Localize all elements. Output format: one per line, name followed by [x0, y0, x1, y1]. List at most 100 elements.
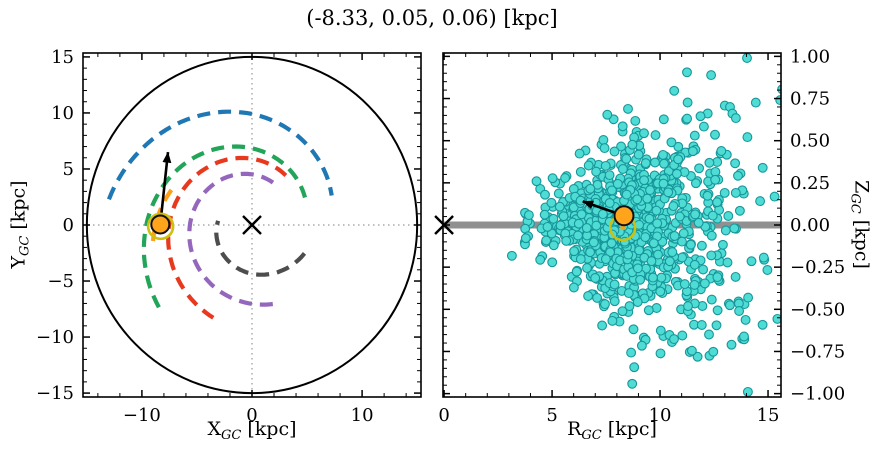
scatter-point [621, 189, 632, 200]
velocity-arrow [158, 151, 172, 225]
scatter-point [548, 213, 559, 224]
scatter-point [542, 221, 553, 232]
scatter-point [673, 141, 684, 152]
scatter-point [630, 115, 641, 126]
scatter-point [560, 173, 571, 183]
scatter-point [712, 197, 723, 208]
scatter-point [632, 297, 643, 307]
left-panel [83, 53, 421, 397]
scatter-point [730, 158, 741, 169]
scatter-point [651, 205, 662, 216]
y-tick-label: −15 [36, 383, 74, 404]
scatter-point [655, 286, 666, 297]
x-tick-label: 15 [757, 405, 780, 426]
scatter-point [523, 210, 534, 221]
scatter-point [693, 217, 704, 228]
scatter-point [704, 329, 714, 340]
scatter-point [669, 231, 680, 241]
scatter-point [698, 264, 709, 275]
scatter-point [686, 345, 697, 356]
right-xaxis-label-prefix: R [567, 418, 582, 440]
scatter-point [581, 223, 592, 233]
scatter-point [689, 130, 700, 141]
scatter-point [633, 149, 644, 160]
scatter-point [655, 325, 666, 336]
scatter-point [742, 53, 752, 63]
scatter-point [547, 173, 558, 184]
scatter-point [734, 205, 745, 216]
left-xaxis-label-suffix: [kpc] [241, 418, 297, 440]
scatter-point [606, 238, 617, 249]
scatter-point [729, 223, 740, 234]
scatter-point [702, 190, 713, 201]
scatter-point [600, 160, 611, 171]
scatter-point [743, 292, 754, 303]
scatter-point [706, 70, 717, 81]
scatter-point [685, 239, 696, 250]
scatter-point [666, 137, 677, 148]
scatter-point [590, 273, 601, 283]
scatter-point [750, 97, 761, 108]
scatter-point [571, 266, 582, 277]
scatter-point [585, 183, 596, 194]
scatter-point [694, 163, 705, 174]
y-tick-label: 0.25 [790, 173, 830, 194]
scatter-point [646, 256, 657, 267]
scatter-point [695, 111, 706, 122]
scatter-point [632, 194, 643, 205]
y-tick-label: −1.00 [790, 384, 845, 405]
scatter-point [640, 232, 651, 243]
scatter-point [650, 157, 660, 168]
axes-frames: −10 0 10 15 10 5 0 −5 −10 −15 0 5 10 15 1.00 0.75 0.50 0.… [36, 46, 845, 426]
scatter-point [591, 166, 602, 177]
scatter-point [554, 201, 565, 212]
scatter-point [609, 279, 620, 290]
scatter-point [682, 113, 693, 124]
y-tick-label: 0 [63, 215, 74, 236]
sagittarius-carina-arm [166, 155, 292, 320]
right-axes: 0 5 10 15 1.00 0.75 0.50 0.25 0.00 −0.25 −0.50 −0.7… [438, 46, 845, 426]
scatter-point [535, 254, 546, 265]
scatter-point [591, 220, 602, 231]
scatter-point [722, 257, 733, 268]
scatter-point [575, 254, 586, 265]
perseus-arm [141, 144, 308, 309]
scatter-point [655, 348, 666, 359]
scatter-point [604, 170, 615, 181]
scatter-point [663, 187, 674, 198]
scatter-point [687, 146, 698, 157]
scatter-point [734, 306, 745, 316]
outer-arm [106, 109, 334, 201]
scatter-point [648, 272, 658, 283]
scatter-point [597, 320, 608, 331]
scatter-point [673, 154, 684, 165]
scatter-point [653, 249, 663, 260]
scatter-point [699, 278, 710, 289]
scatter-point [541, 235, 552, 246]
scatter-point [667, 247, 678, 258]
scatter-point [658, 178, 669, 189]
scatter-point [757, 319, 768, 330]
scatter-point [635, 274, 646, 285]
x-tick-label: 5 [546, 405, 557, 426]
scatter-point [585, 247, 596, 258]
x-tick-label: 0 [246, 405, 257, 426]
scatter-point [710, 129, 720, 140]
scatter-point [597, 209, 608, 220]
left-axes: −10 0 10 15 10 5 0 −5 −10 −15 [36, 47, 422, 426]
y-tick-label: 15 [51, 47, 74, 68]
scatter-point [540, 189, 550, 200]
scatter-point [643, 305, 654, 316]
scatter-point [698, 121, 709, 132]
scatter-point [679, 279, 690, 290]
scatter-point [573, 230, 583, 241]
scatter-point [568, 282, 579, 293]
scatter-point [645, 185, 655, 196]
scatter-point [707, 210, 718, 221]
scatter-point [555, 220, 566, 231]
scatter-point [650, 130, 661, 141]
scatter-point [656, 272, 667, 283]
scatter-point [617, 164, 628, 174]
scatter-point [762, 265, 773, 275]
